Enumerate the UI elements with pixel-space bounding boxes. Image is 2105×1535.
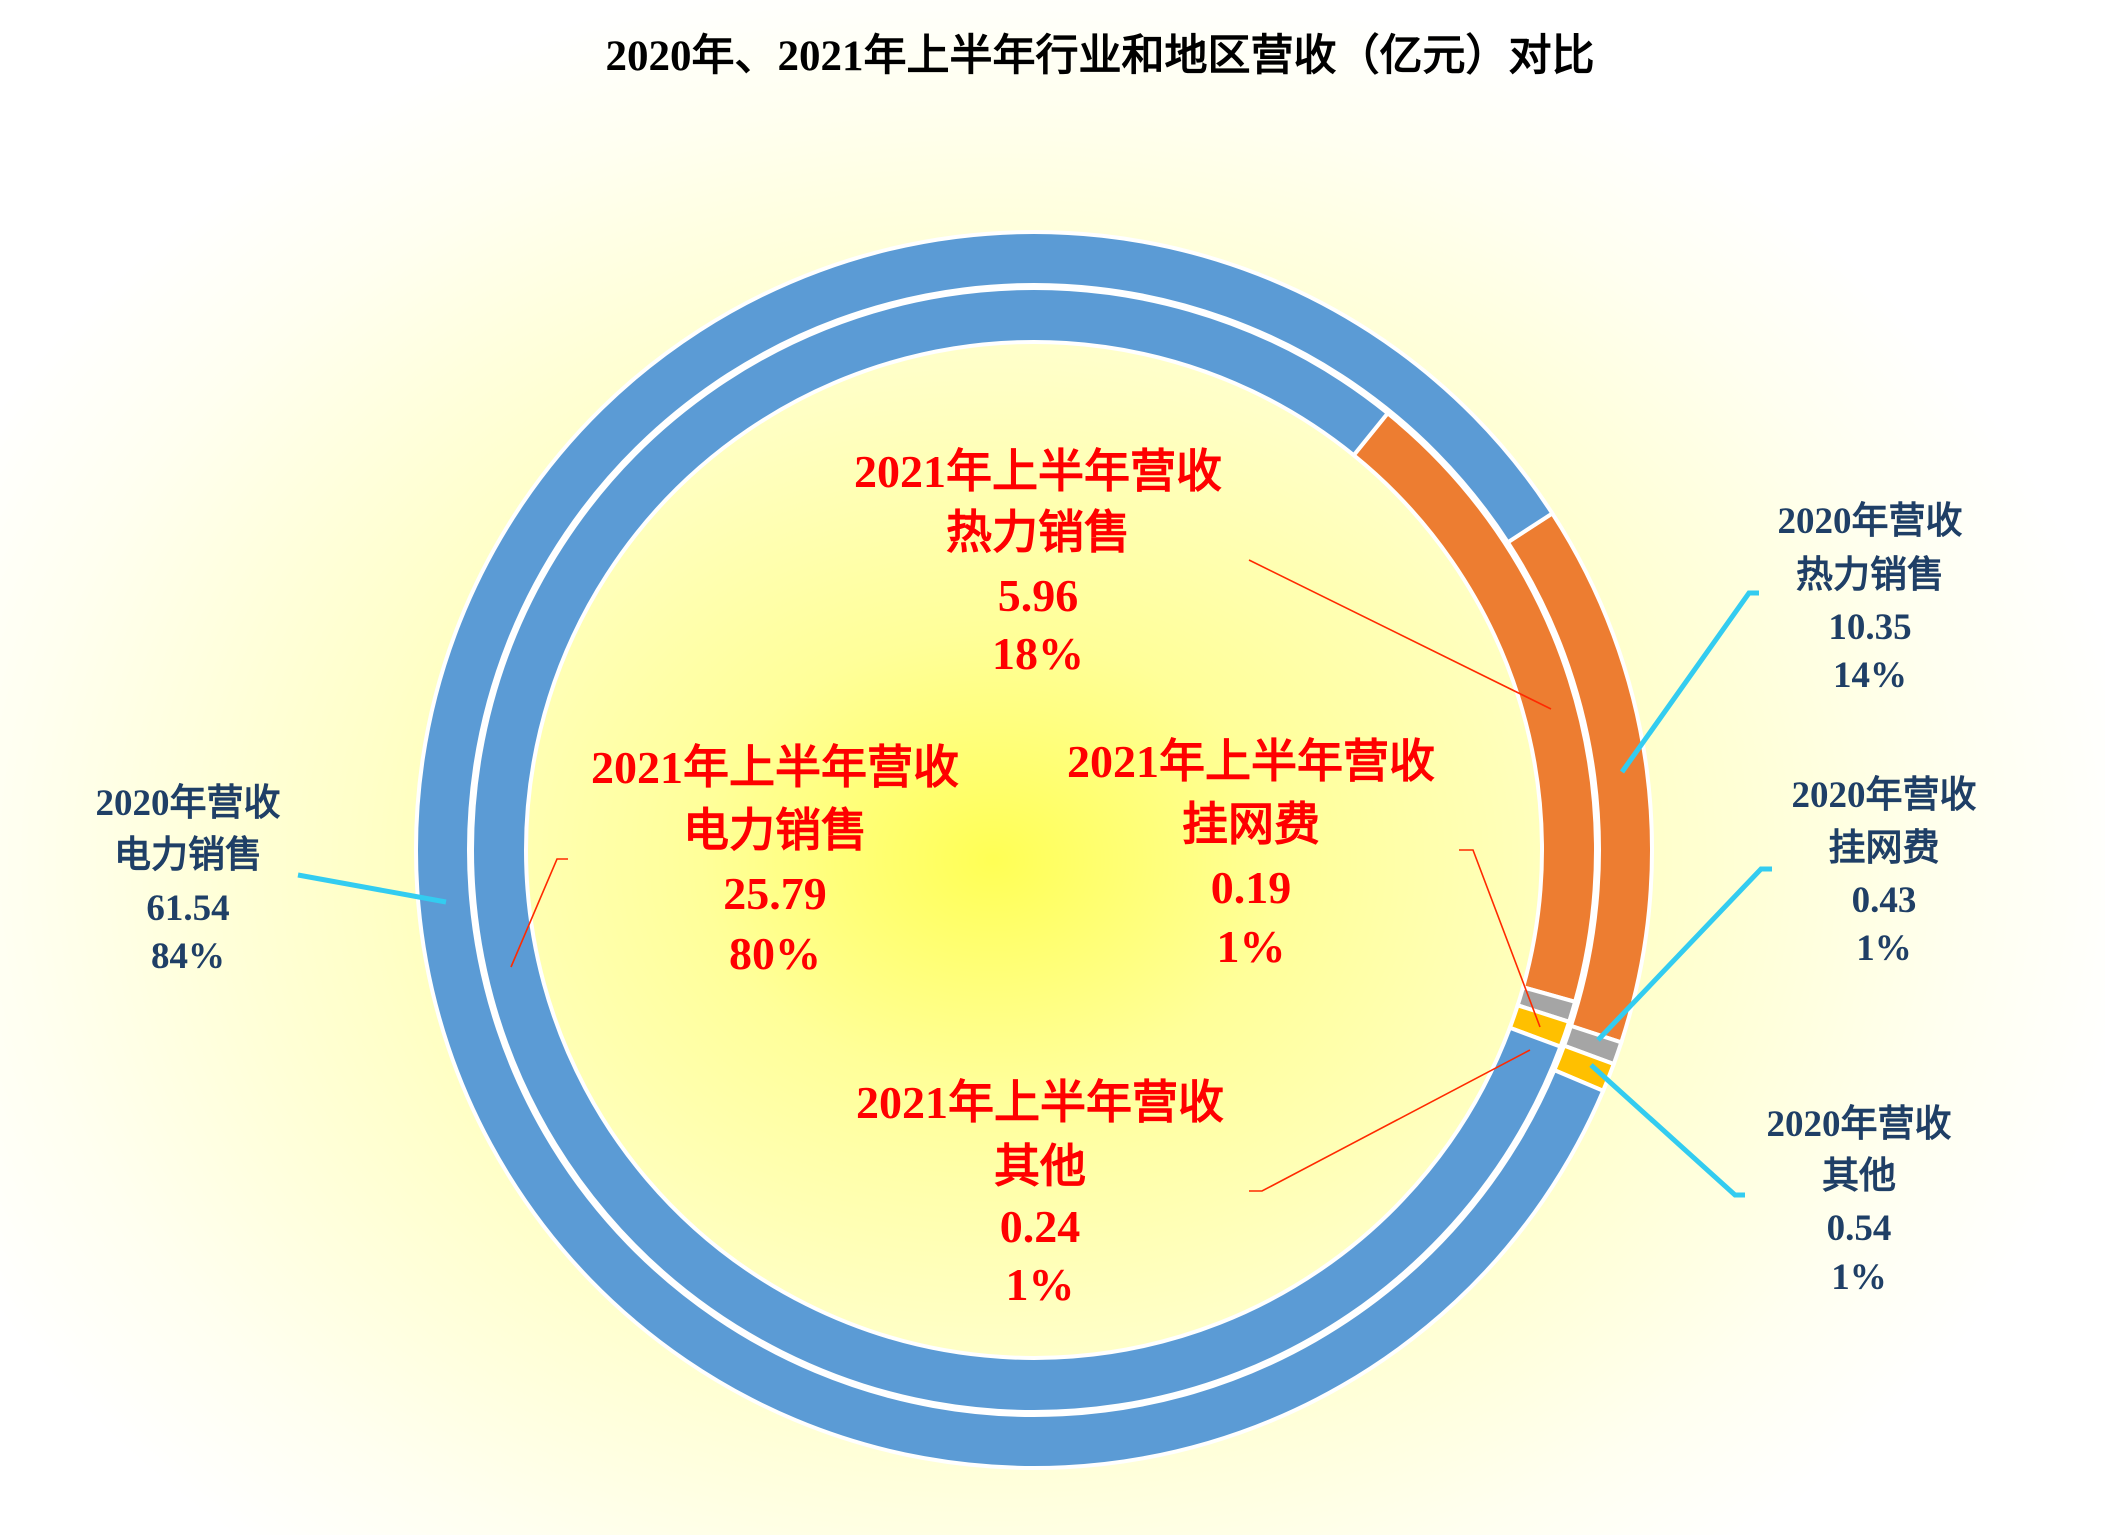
label-percent: 1% — [1831, 1257, 1887, 1298]
leader-line-outer-other — [1589, 1063, 1745, 1198]
label-percent: 80% — [729, 928, 821, 979]
label-percent: 1% — [1217, 921, 1286, 972]
leader-line-inner-heat-sales — [1248, 559, 1552, 710]
label-value: 10.35 — [1828, 607, 1911, 648]
label-category: 热力销售 — [1796, 554, 1944, 596]
label-value: 0.43 — [1852, 880, 1917, 921]
label-percent: 14% — [1833, 655, 1907, 696]
leader-line-inner-other — [1249, 1049, 1531, 1192]
label-series-name: 2021年上半年营收 — [591, 742, 959, 793]
slice-outer-power-sales — [414, 230, 1606, 1470]
label-category: 挂网费 — [1182, 799, 1320, 850]
label-series-name: 2020年营收 — [1767, 1103, 1952, 1145]
label-value: 0.19 — [1211, 862, 1292, 913]
label-percent: 84% — [151, 936, 225, 977]
label-category: 电力销售 — [683, 805, 867, 856]
label-percent: 18% — [992, 628, 1084, 679]
label-category: 电力销售 — [114, 834, 262, 876]
label-percent: 1% — [1006, 1259, 1075, 1310]
label-category: 热力销售 — [946, 507, 1130, 558]
label-category: 其他 — [994, 1141, 1086, 1192]
label-series-name: 2021年上半年营收 — [1067, 736, 1435, 787]
leader-line-outer-heat-sales — [1619, 590, 1759, 774]
label-series-name: 2020年营收 — [1778, 500, 1963, 542]
leader-line-inner-grid-fee — [1459, 849, 1541, 1028]
label-series-name: 2020年营收 — [96, 782, 281, 824]
slice-inner-power-sales — [470, 286, 1564, 1414]
label-value: 61.54 — [146, 888, 229, 929]
label-category: 挂网费 — [1829, 827, 1940, 869]
label-value: 25.79 — [723, 868, 827, 919]
label-value: 0.54 — [1827, 1208, 1892, 1249]
label-category: 其他 — [1822, 1155, 1896, 1197]
slice-inner-heat-sales — [1350, 410, 1599, 1005]
label-value: 5.96 — [998, 570, 1079, 621]
label-series-name: 2021年上半年营收 — [856, 1077, 1224, 1128]
data-labels: 2021年上半年营收热力销售5.9618%2021年上半年营收电力销售25.79… — [96, 446, 1977, 1310]
leader-lines — [297, 559, 1772, 1198]
leader-line-outer-power-sales — [297, 872, 447, 905]
label-percent: 1% — [1856, 928, 1912, 969]
leader-line-outer-grid-fee — [1596, 866, 1772, 1042]
leader-line-inner-power-sales — [510, 858, 568, 968]
label-series-name: 2020年营收 — [1792, 774, 1977, 816]
chart-title: 2020年、2021年上半年行业和地区营收（亿元）对比 — [606, 32, 1595, 80]
label-series-name: 2021年上半年营收 — [854, 446, 1222, 497]
label-value: 0.24 — [1000, 1201, 1081, 1252]
